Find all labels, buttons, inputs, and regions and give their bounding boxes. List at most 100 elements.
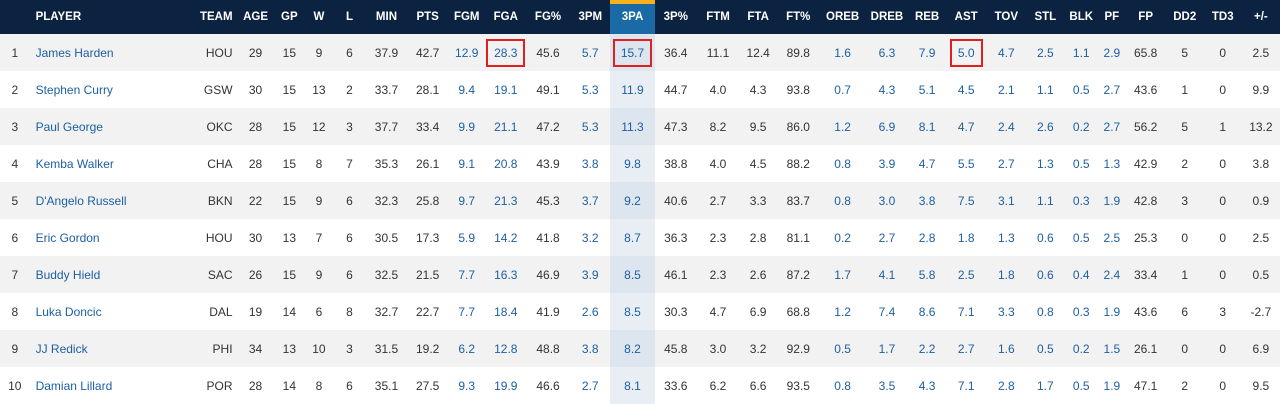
column-header-blk[interactable]: BLK bbox=[1069, 11, 1094, 23]
cell-oreb[interactable]: 1.6 bbox=[834, 45, 851, 60]
team-link[interactable]: HOU bbox=[205, 230, 233, 245]
cell-3pa[interactable]: 9.8 bbox=[610, 145, 655, 182]
cell-reb[interactable]: 2.8 bbox=[918, 230, 936, 245]
cell-3pa[interactable]: 8.5 bbox=[610, 293, 655, 330]
cell-oreb[interactable]: 1.2 bbox=[834, 119, 851, 134]
cell-dreb[interactable]: 4.3 bbox=[878, 82, 896, 97]
cell-blk[interactable]: 0.5 bbox=[1072, 378, 1090, 393]
column-header-fp[interactable]: FP bbox=[1138, 11, 1153, 23]
cell-oreb[interactable]: 0.5 bbox=[834, 341, 851, 356]
cell-tov[interactable]: 2.4 bbox=[997, 119, 1015, 134]
cell-fgm[interactable]: 9.7 bbox=[458, 193, 476, 208]
column-header-dreb[interactable]: DREB bbox=[870, 11, 904, 23]
team-link[interactable]: DAL bbox=[209, 304, 233, 319]
column-header-oreb[interactable]: OREB bbox=[826, 11, 860, 23]
column-header-fgm[interactable]: FGM bbox=[453, 11, 480, 23]
cell-ast[interactable]: 2.7 bbox=[957, 341, 975, 356]
column-header-gp[interactable]: GP bbox=[281, 11, 298, 23]
cell-3pm[interactable]: 5.7 bbox=[581, 45, 599, 60]
column-header-team[interactable]: TEAM bbox=[199, 11, 233, 23]
cell-fgm[interactable]: 9.9 bbox=[458, 119, 476, 134]
cell-dreb[interactable]: 6.3 bbox=[878, 45, 896, 60]
team-link[interactable]: GSW bbox=[203, 82, 233, 97]
column-header-ft-pct[interactable]: FT% bbox=[786, 11, 811, 23]
cell-3pa[interactable]: 15.7 bbox=[610, 34, 655, 71]
cell-stl[interactable]: 1.3 bbox=[1037, 156, 1054, 171]
player-name-link[interactable]: JJ Redick bbox=[35, 341, 88, 356]
cell-tov[interactable]: 1.6 bbox=[997, 341, 1015, 356]
cell-blk[interactable]: 0.2 bbox=[1072, 119, 1090, 134]
cell-dreb[interactable]: 3.9 bbox=[878, 156, 896, 171]
cell-stl[interactable]: 0.5 bbox=[1037, 341, 1054, 356]
cell-fga[interactable]: 19.1 bbox=[494, 82, 518, 97]
column-header-player[interactable]: PLAYER bbox=[35, 11, 82, 23]
column-header-3pa[interactable]: 3PA bbox=[610, 0, 656, 34]
column-header-reb[interactable]: REB bbox=[914, 11, 940, 23]
cell-fga[interactable]: 14.2 bbox=[494, 230, 518, 245]
column-header-age[interactable]: AGE bbox=[243, 11, 269, 23]
cell-dreb[interactable]: 1.7 bbox=[878, 341, 896, 356]
cell-stl[interactable]: 0.6 bbox=[1037, 267, 1054, 282]
cell-3pa[interactable]: 11.9 bbox=[610, 71, 655, 108]
column-header-pts[interactable]: PTS bbox=[416, 11, 439, 23]
cell-pf[interactable]: 2.5 bbox=[1103, 230, 1121, 245]
cell-reb[interactable]: 4.3 bbox=[918, 378, 936, 393]
cell-stl[interactable]: 0.8 bbox=[1037, 304, 1054, 319]
cell-3pm[interactable]: 3.9 bbox=[581, 267, 599, 282]
cell-stl[interactable]: 1.7 bbox=[1037, 378, 1054, 393]
cell-3pm[interactable]: 2.6 bbox=[581, 304, 599, 319]
cell-pf[interactable]: 2.7 bbox=[1103, 119, 1121, 134]
column-header-min[interactable]: MIN bbox=[375, 11, 398, 23]
cell-blk[interactable]: 0.5 bbox=[1072, 156, 1090, 171]
cell-pf[interactable]: 1.5 bbox=[1103, 341, 1121, 356]
cell-fga[interactable]: 20.8 bbox=[494, 156, 518, 171]
cell-blk[interactable]: 0.4 bbox=[1072, 267, 1090, 282]
cell-fga[interactable]: 18.4 bbox=[494, 304, 518, 319]
team-link[interactable]: BKN bbox=[207, 193, 233, 208]
cell-reb[interactable]: 4.7 bbox=[918, 156, 936, 171]
column-header-stl[interactable]: STL bbox=[1034, 11, 1057, 23]
cell-fga[interactable]: 16.3 bbox=[494, 267, 518, 282]
player-name-link[interactable]: D'Angelo Russell bbox=[35, 193, 127, 208]
cell-blk[interactable]: 1.1 bbox=[1072, 45, 1090, 60]
player-name-link[interactable]: James Harden bbox=[35, 45, 114, 60]
cell-reb[interactable]: 7.9 bbox=[918, 45, 936, 60]
cell-3pm[interactable]: 3.2 bbox=[581, 230, 599, 245]
cell-3pa[interactable]: 8.1 bbox=[610, 367, 655, 404]
cell-3pm[interactable]: 5.3 bbox=[581, 119, 599, 134]
cell-tov[interactable]: 2.8 bbox=[997, 378, 1015, 393]
cell-blk[interactable]: 0.5 bbox=[1072, 230, 1090, 245]
cell-stl[interactable]: 2.5 bbox=[1037, 45, 1054, 60]
cell-ast[interactable]: 7.1 bbox=[957, 378, 975, 393]
cell-tov[interactable]: 2.1 bbox=[997, 82, 1015, 97]
cell-fgm[interactable]: 9.3 bbox=[458, 378, 476, 393]
cell-dreb[interactable]: 4.1 bbox=[878, 267, 896, 282]
cell-3pm[interactable]: 3.8 bbox=[581, 156, 599, 171]
column-header-fga[interactable]: FGA bbox=[493, 11, 518, 23]
column-header-tov[interactable]: TOV bbox=[994, 11, 1018, 23]
cell-fgm[interactable]: 12.9 bbox=[455, 45, 479, 60]
cell-stl[interactable]: 1.1 bbox=[1037, 82, 1054, 97]
cell-ast[interactable]: 5.5 bbox=[957, 156, 975, 171]
cell-3pa[interactable]: 11.3 bbox=[610, 108, 655, 145]
cell-stl[interactable]: 2.6 bbox=[1037, 119, 1054, 134]
cell-oreb[interactable]: 0.2 bbox=[834, 230, 851, 245]
player-name-link[interactable]: Stephen Curry bbox=[35, 82, 113, 97]
cell-reb[interactable]: 8.6 bbox=[918, 304, 936, 319]
cell-oreb[interactable]: 1.2 bbox=[834, 304, 851, 319]
column-header-3pm[interactable]: 3PM bbox=[578, 11, 603, 23]
cell-reb[interactable]: 2.2 bbox=[918, 341, 936, 356]
cell-dreb[interactable]: 3.5 bbox=[878, 378, 896, 393]
cell-ast[interactable]: 5.0 bbox=[946, 34, 986, 71]
column-header-w[interactable]: W bbox=[313, 11, 325, 23]
player-name-link[interactable]: Paul George bbox=[35, 119, 103, 134]
column-header-fg-pct[interactable]: FG% bbox=[534, 11, 562, 23]
cell-3pm[interactable]: 5.3 bbox=[581, 82, 599, 97]
cell-fga[interactable]: 12.8 bbox=[494, 341, 518, 356]
team-link[interactable]: PHI bbox=[212, 341, 233, 356]
cell-fga[interactable]: 21.1 bbox=[494, 119, 518, 134]
column-header-td3[interactable]: TD3 bbox=[1211, 11, 1234, 23]
team-link[interactable]: OKC bbox=[206, 119, 233, 134]
cell-3pm[interactable]: 3.7 bbox=[581, 193, 599, 208]
player-name-link[interactable]: Luka Doncic bbox=[35, 304, 102, 319]
